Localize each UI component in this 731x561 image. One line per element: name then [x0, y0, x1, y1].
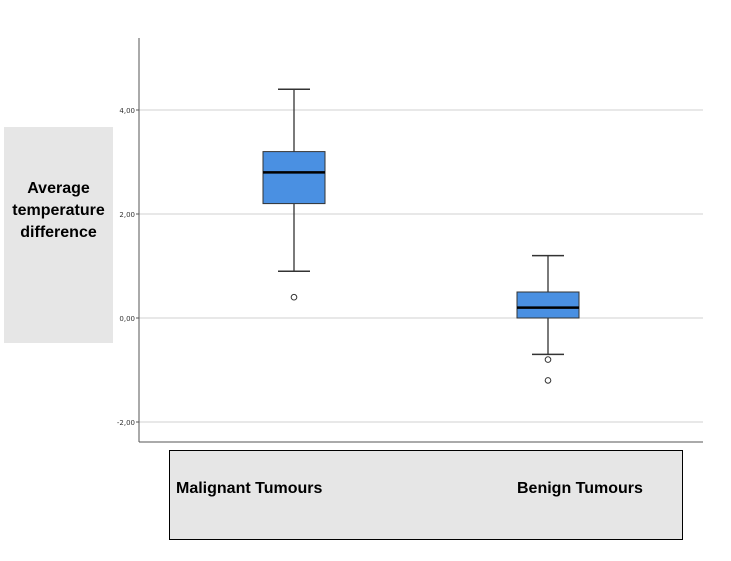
- box-iqr: [262, 151, 326, 205]
- y-tick-label: 4,00: [119, 107, 135, 115]
- y-axis-label-background: [4, 127, 113, 343]
- outlier-point: [290, 293, 298, 301]
- box-iqr: [516, 291, 580, 319]
- y-tick-labels: -2,00 0,00 2,00 4,00: [117, 107, 135, 427]
- axes: [136, 38, 703, 443]
- y-axis-label: Average temperature difference: [12, 180, 105, 241]
- category-label-benign: Benign Tumours: [517, 480, 643, 497]
- y-tick-label: 2,00: [119, 211, 135, 219]
- x-axis-label-panel: [169, 450, 683, 540]
- gridlines: [139, 109, 703, 423]
- category-label-malignant: Malignant Tumours: [176, 480, 323, 497]
- y-tick-label: -2,00: [117, 419, 135, 427]
- boxes: [262, 88, 580, 384]
- outlier-point: [544, 377, 552, 384]
- outlier-point: [544, 356, 552, 363]
- y-tick-label: 0,00: [119, 315, 135, 323]
